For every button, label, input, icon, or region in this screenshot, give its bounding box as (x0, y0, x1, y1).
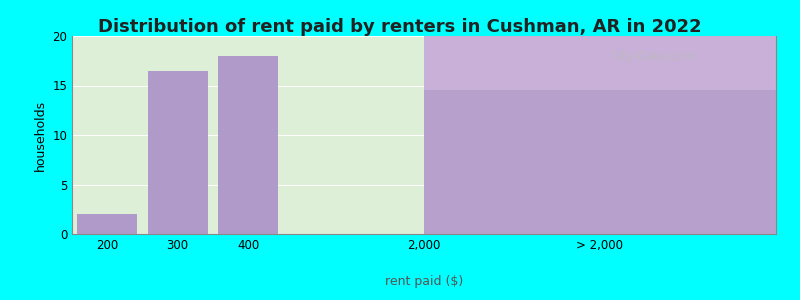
Y-axis label: households: households (34, 99, 46, 171)
Text: Distribution of rent paid by renters in Cushman, AR in 2022: Distribution of rent paid by renters in … (98, 18, 702, 36)
Bar (148, 71, 207, 234)
Text: City-Data.com: City-Data.com (610, 50, 695, 63)
Bar (424, 90, 776, 234)
Bar (78, 214, 137, 234)
Bar (218, 56, 278, 234)
Text: rent paid ($): rent paid ($) (385, 275, 463, 288)
